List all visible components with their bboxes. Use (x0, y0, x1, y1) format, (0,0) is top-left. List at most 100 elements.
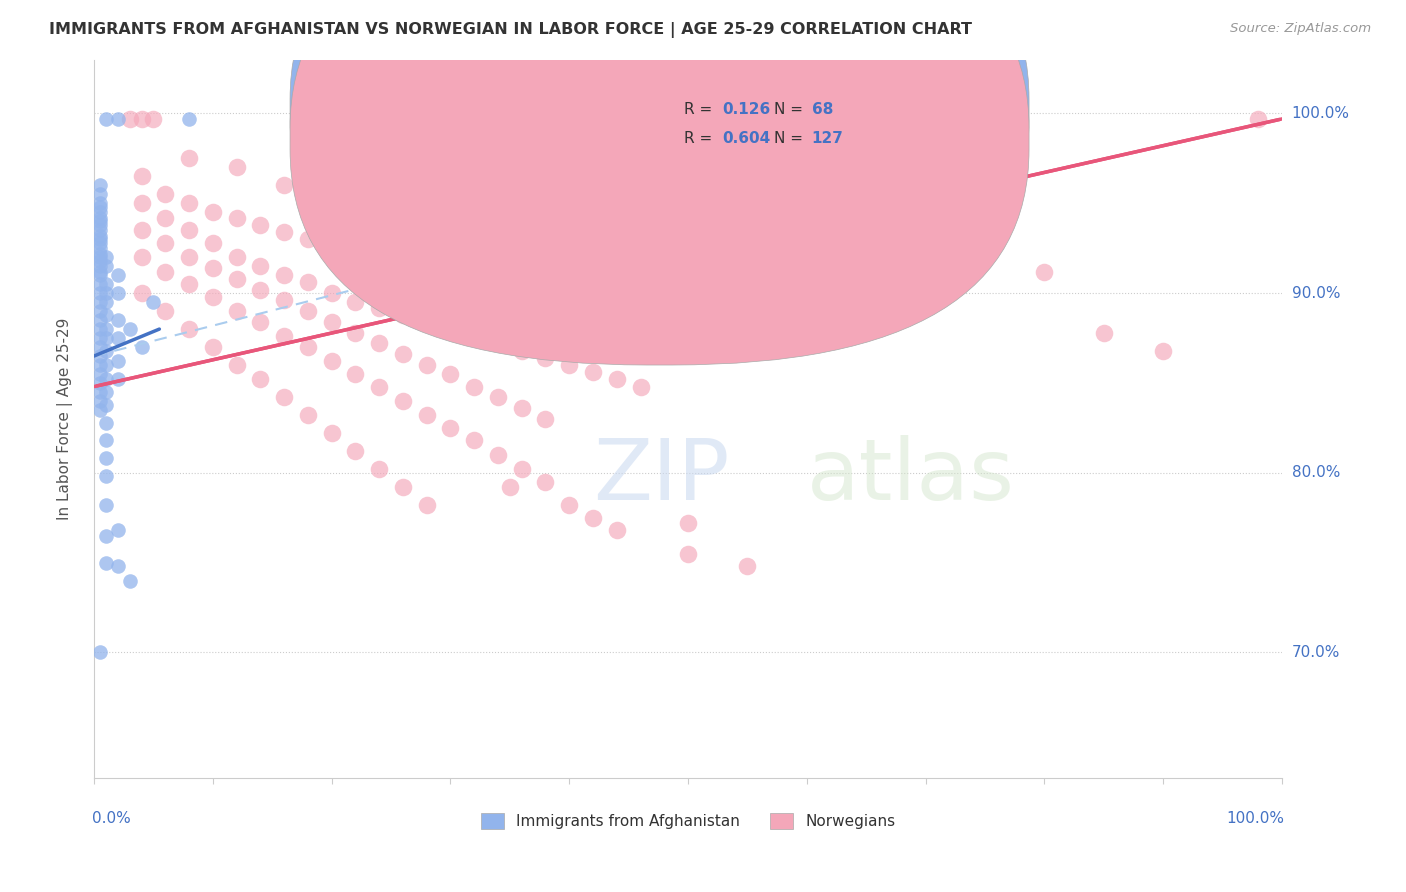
Point (582, 510, 605, 524)
Point (89, 259, 111, 273)
Point (94, 322, 117, 336)
Point (131, 286, 153, 301)
Point (89, 178, 111, 193)
Point (415, 264, 437, 278)
Point (486, 390, 509, 404)
Point (177, 112, 200, 126)
Point (89, 211, 111, 225)
Point (392, 259, 415, 273)
Point (415, 358, 437, 372)
Point (439, 205, 461, 219)
Point (1247, 112, 1270, 126)
Point (273, 293, 295, 308)
Point (89, 223, 111, 237)
Point (558, 498, 581, 512)
Text: 68: 68 (811, 103, 832, 118)
Point (94, 112, 117, 126)
Point (89, 322, 111, 336)
Point (107, 331, 129, 345)
Point (89, 264, 111, 278)
Point (155, 264, 177, 278)
Point (630, 379, 652, 393)
Point (94, 259, 117, 273)
FancyBboxPatch shape (634, 88, 866, 164)
FancyBboxPatch shape (290, 0, 1029, 365)
Point (974, 112, 997, 126)
Text: R =: R = (685, 103, 717, 118)
Point (486, 283, 509, 297)
Point (89, 228, 111, 243)
Point (89, 376, 111, 390)
Point (415, 409, 437, 423)
Point (201, 205, 224, 219)
Point (273, 225, 295, 239)
Point (89, 218, 111, 232)
Point (617, 315, 640, 329)
Point (107, 286, 129, 301)
Point (94, 331, 117, 345)
Point (534, 475, 557, 489)
Point (273, 268, 295, 283)
Point (368, 462, 391, 476)
Point (225, 304, 247, 318)
Point (249, 315, 271, 329)
Text: 80.0%: 80.0% (1292, 466, 1340, 480)
Point (107, 372, 129, 386)
Point (225, 272, 247, 286)
Point (273, 390, 295, 404)
Point (486, 448, 509, 462)
Point (89, 268, 111, 283)
Point (89, 349, 111, 363)
Point (89, 331, 111, 345)
Point (94, 398, 117, 412)
Point (510, 343, 533, 358)
Point (582, 308, 605, 322)
Point (94, 372, 117, 386)
Point (510, 462, 533, 476)
Point (177, 322, 200, 336)
Point (94, 556, 117, 570)
Point (273, 329, 295, 343)
Point (89, 253, 111, 268)
Point (1092, 326, 1115, 340)
Point (368, 336, 391, 351)
Point (94, 343, 117, 358)
Point (89, 200, 111, 214)
Point (89, 313, 111, 327)
Point (94, 250, 117, 264)
Text: 0.0%: 0.0% (91, 811, 131, 826)
Point (368, 253, 391, 268)
Point (89, 246, 111, 260)
Point (94, 358, 117, 372)
Point (297, 409, 319, 423)
Point (820, 112, 842, 126)
Point (321, 354, 343, 368)
Point (94, 308, 117, 322)
Point (890, 112, 912, 126)
Point (974, 250, 997, 264)
Point (225, 250, 247, 264)
Point (89, 196, 111, 211)
Point (344, 326, 367, 340)
Text: 0.126: 0.126 (723, 103, 770, 118)
Text: atlas: atlas (807, 435, 1015, 518)
Point (534, 412, 557, 426)
Point (107, 354, 129, 368)
Point (155, 187, 177, 202)
Point (499, 214, 522, 228)
Point (392, 480, 415, 494)
Point (89, 277, 111, 292)
Point (249, 259, 271, 273)
Point (321, 241, 343, 255)
Point (131, 250, 153, 264)
Legend: Immigrants from Afghanistan, Norwegians: Immigrants from Afghanistan, Norwegians (475, 807, 901, 835)
Point (415, 315, 437, 329)
Point (89, 304, 111, 318)
Point (868, 112, 890, 126)
Point (938, 112, 960, 126)
Point (201, 260, 224, 275)
Point (510, 290, 533, 304)
Point (155, 235, 177, 250)
Text: IMMIGRANTS FROM AFGHANISTAN VS NORWEGIAN IN LABOR FORCE | AGE 25-29 CORRELATION : IMMIGRANTS FROM AFGHANISTAN VS NORWEGIAN… (49, 22, 972, 38)
Text: N =: N = (773, 103, 807, 118)
